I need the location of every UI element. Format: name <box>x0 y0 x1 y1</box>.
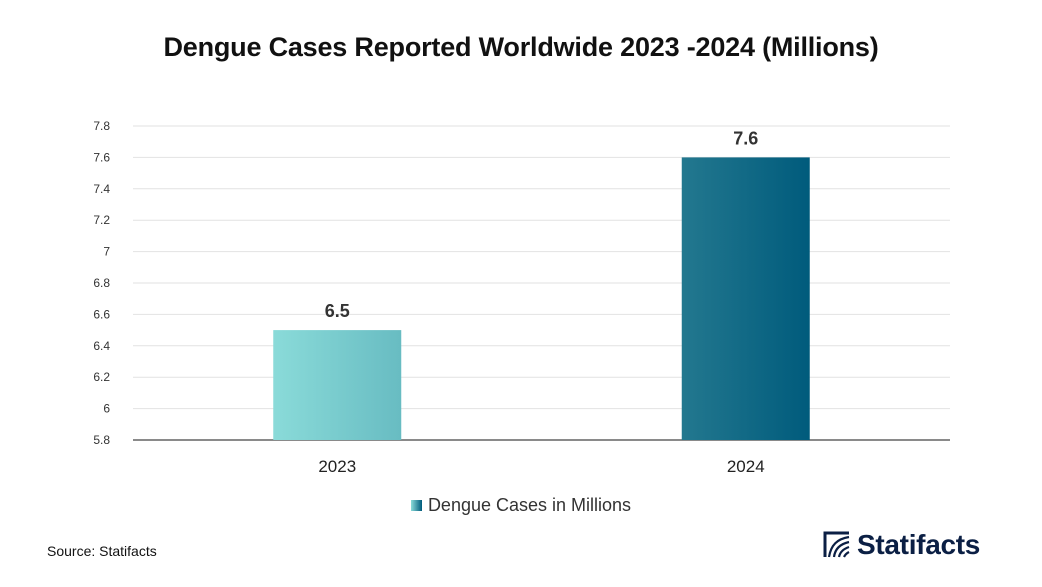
bar-2023 <box>273 330 402 440</box>
y-tick-label: 7 <box>103 245 110 259</box>
data-label-2023: 6.5 <box>325 301 350 321</box>
y-tick-label: 7.2 <box>93 213 110 227</box>
y-tick-label: 7.8 <box>93 119 110 133</box>
y-tick-label: 6.2 <box>93 370 110 384</box>
legend-label: Dengue Cases in Millions <box>427 495 632 515</box>
y-tick-label: 6 <box>103 402 110 416</box>
y-tick-label: 6.4 <box>93 339 110 353</box>
y-tick-label: 6.8 <box>93 276 110 290</box>
legend-swatch <box>410 500 422 511</box>
bar-2024 <box>681 157 810 440</box>
statifacts-logo-icon <box>823 531 850 558</box>
logo-text: Statifacts <box>857 529 981 560</box>
y-tick-label: 5.8 <box>93 433 110 447</box>
y-tick-label: 7.6 <box>93 150 110 164</box>
statifacts-logo: Statifacts <box>823 528 980 562</box>
x-tick-label: 2024 <box>727 457 765 476</box>
x-tick-label: 2023 <box>318 457 356 476</box>
source-note: Source: Statifacts <box>47 543 157 559</box>
data-label-2024: 7.6 <box>733 128 758 148</box>
chart-title: Dengue Cases Reported Worldwide 2023 -20… <box>163 32 879 62</box>
chart-legend: Dengue Cases in Millions <box>0 495 1042 516</box>
y-tick-label: 6.6 <box>93 307 110 321</box>
y-tick-label: 7.4 <box>93 182 110 196</box>
